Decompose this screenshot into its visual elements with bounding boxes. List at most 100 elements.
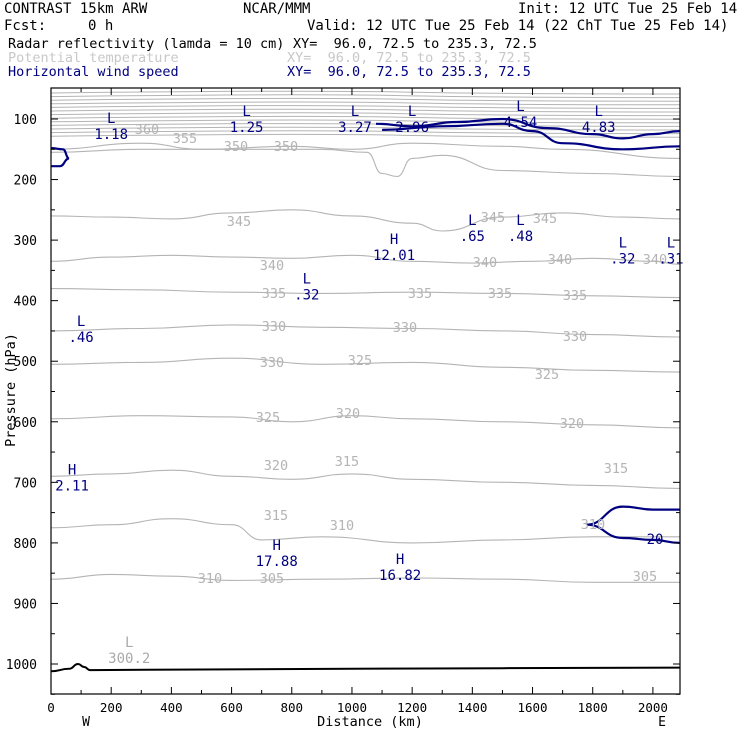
x-tick-label: 400 <box>160 700 183 715</box>
extremum-value: 1.25 <box>230 120 264 136</box>
y-tick-label: 500 <box>14 355 37 370</box>
extremum-value: .32 <box>610 251 635 267</box>
y-tick-label: 1000 <box>6 658 37 673</box>
x-end-label-west: W <box>82 715 90 730</box>
theta-label: 310 <box>198 571 222 587</box>
theta-contour-310 <box>51 518 680 544</box>
y-tick-label: 900 <box>14 597 37 612</box>
theta-label: 325 <box>256 410 280 426</box>
theta-contour-upper <box>51 119 680 124</box>
extremum-value: 3.27 <box>338 120 372 136</box>
theta-label: 330 <box>260 355 284 371</box>
theta-contour-350 <box>51 148 680 178</box>
y-tick-label: 600 <box>14 416 37 431</box>
legend-theta: Potential temperature <box>8 50 179 66</box>
x-end-label-east: E <box>658 715 666 730</box>
theta-label: 345 <box>227 214 251 230</box>
theta-label: 335 <box>563 288 587 304</box>
theta-label: 340 <box>473 255 497 271</box>
theta-label: 335 <box>488 286 512 302</box>
extremum-low-marker: L <box>351 104 359 120</box>
theta-contour-upper <box>51 101 680 106</box>
x-tick-label: 1400 <box>457 700 487 715</box>
theta-contour-upper <box>51 115 680 120</box>
extremum-value: .48 <box>508 229 533 245</box>
theta-label: 320 <box>264 458 288 474</box>
theta-label: 330 <box>262 319 286 335</box>
theta-label: 345 <box>481 210 505 226</box>
wind-contour-label: 20 <box>647 532 664 548</box>
theta-label: 325 <box>535 367 559 383</box>
extremum-low-marker: L <box>408 104 416 120</box>
theta-contour-upper <box>51 112 680 117</box>
institution: NCAR/MMM <box>243 1 311 17</box>
legend-wind: Horizontal wind speed <box>8 64 179 80</box>
theta-label: 340 <box>260 258 284 274</box>
wind-contour <box>586 523 680 544</box>
extremum-value: 2.96 <box>395 120 429 136</box>
wind-contour <box>51 147 70 168</box>
x-tick-label: 200 <box>100 700 123 715</box>
x-tick-label: 1200 <box>397 700 427 715</box>
theta-contour-315 <box>51 469 680 489</box>
extremum-value: 4.83 <box>582 120 616 136</box>
extremum-low-marker: L <box>516 213 524 229</box>
extremum-low-marker: L <box>242 104 250 120</box>
wind-contour <box>375 117 680 140</box>
theta-label: 325 <box>348 353 372 369</box>
theta-label: 355 <box>173 131 197 147</box>
y-tick-label: 700 <box>14 476 37 491</box>
theta-contour-upper <box>51 133 680 138</box>
extremum-high-marker: H <box>68 462 76 478</box>
theta-contour-upper <box>51 105 680 109</box>
extremum-low-marker: L <box>468 213 476 229</box>
extremum-value: 4.54 <box>504 115 538 131</box>
theta-contour-upper <box>51 123 680 127</box>
theta-label: 350 <box>224 139 248 155</box>
theta-label: 350 <box>274 139 298 155</box>
theta-contour-upper <box>51 94 680 99</box>
extremum-low-marker: L <box>107 111 115 127</box>
wind-contour <box>382 122 680 151</box>
extremum-high-marker: H <box>396 552 404 568</box>
fcst-label: Fcst: <box>4 18 47 34</box>
theta-contour-325 <box>51 357 680 373</box>
legend-theta-xy: XY= 96.0, 72.5 to 235.3, 72.5 <box>287 50 531 66</box>
fcst-value: 0 h <box>88 18 114 34</box>
init-time: Init: 12 UTC Tue 25 Feb 14 <box>518 1 738 17</box>
theta-label: 360 <box>135 122 159 138</box>
theta-label: 330 <box>393 320 417 336</box>
theta-contour-335 <box>51 288 680 299</box>
extremum-value: 12.01 <box>373 248 415 264</box>
extremum-value: .32 <box>294 288 319 304</box>
extremum-value: .46 <box>68 330 93 346</box>
theta-contour-345 <box>51 209 680 232</box>
extremum-low-marker: L <box>125 635 133 651</box>
extremum-value: 1.18 <box>94 127 128 143</box>
y-tick-label: 400 <box>14 295 37 310</box>
x-tick-label: 2000 <box>638 700 668 715</box>
theta-label: 315 <box>604 461 628 477</box>
extremum-low-marker: L <box>516 99 524 115</box>
x-tick-label: 600 <box>220 700 243 715</box>
theta-contour-upper <box>51 97 680 102</box>
theta-label: 335 <box>262 286 286 302</box>
y-tick-label: 200 <box>14 174 37 189</box>
extremum-value: 2.11 <box>55 478 89 494</box>
theta-label: 330 <box>563 329 587 345</box>
extremum-low-marker: L <box>77 314 85 330</box>
y-tick-label: 100 <box>14 113 37 128</box>
valid-time: Valid: 12 UTC Tue 25 Feb 14 (22 ChT Tue … <box>307 18 729 34</box>
theta-contour-upper <box>51 108 680 113</box>
theta-contour-305 <box>51 573 680 583</box>
theta-contour-330 <box>51 324 680 338</box>
x-tick-label: 1600 <box>517 700 547 715</box>
extremum-value: .65 <box>460 229 485 245</box>
theta-label: 305 <box>633 569 657 585</box>
theta-label: 305 <box>260 571 284 587</box>
x-axis-label: Distance (km) <box>317 714 423 730</box>
extremum-value: .31 <box>658 251 683 267</box>
y-tick-label: 800 <box>14 537 37 552</box>
theta-label: 320 <box>336 406 360 422</box>
